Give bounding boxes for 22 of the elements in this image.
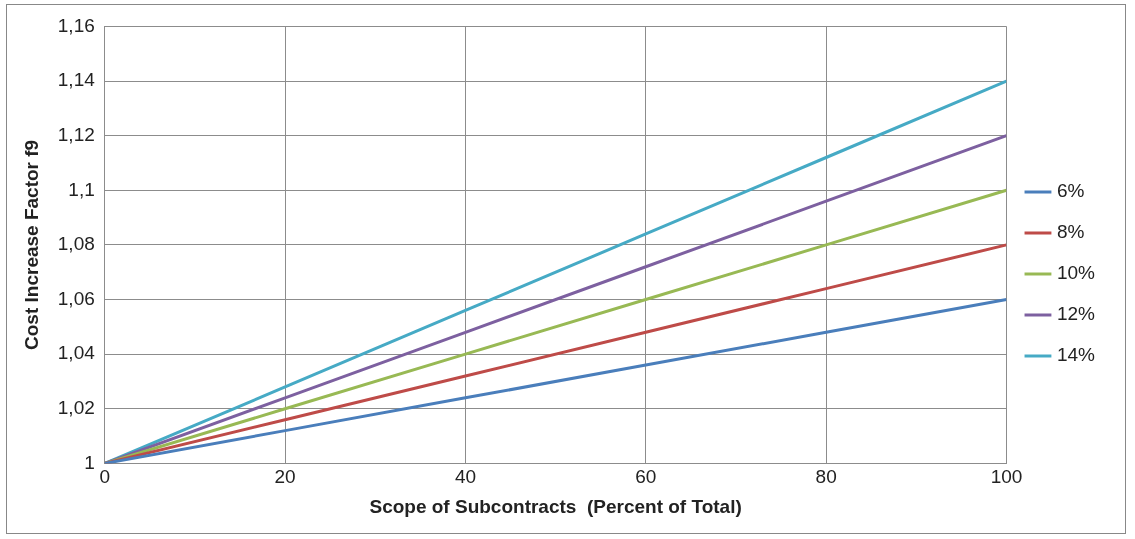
x-tick-label: 40	[454, 466, 477, 488]
y-tick-label: 1,14	[57, 69, 96, 91]
y-tick-label: 1,04	[57, 342, 96, 364]
y-axis-title: Cost Increase Factor f9	[20, 139, 42, 350]
legend-label: 14%	[1056, 344, 1096, 366]
x-tick-label: 100	[990, 466, 1023, 488]
y-tick-label: 1,1	[68, 178, 95, 200]
y-tick-label: 1,12	[57, 123, 95, 145]
y-tick-label: 1,06	[57, 287, 95, 309]
legend-label: 10%	[1056, 262, 1096, 284]
y-tick-label: 1,08	[57, 233, 95, 255]
y-tick-label: 1,16	[57, 14, 95, 36]
y-tick-label: 1,02	[57, 397, 95, 419]
legend-label: 6%	[1056, 180, 1085, 202]
x-tick-label: 20	[274, 466, 296, 488]
x-tick-label: 0	[99, 466, 111, 488]
x-axis-title: Scope of Subcontracts (Percent of Total)	[369, 495, 742, 517]
legend-label: 8%	[1056, 221, 1085, 243]
legend-label: 12%	[1056, 303, 1096, 325]
x-tick-label: 60	[635, 466, 657, 488]
y-tick-label: 1	[84, 451, 95, 473]
x-tick-label: 80	[815, 466, 837, 488]
